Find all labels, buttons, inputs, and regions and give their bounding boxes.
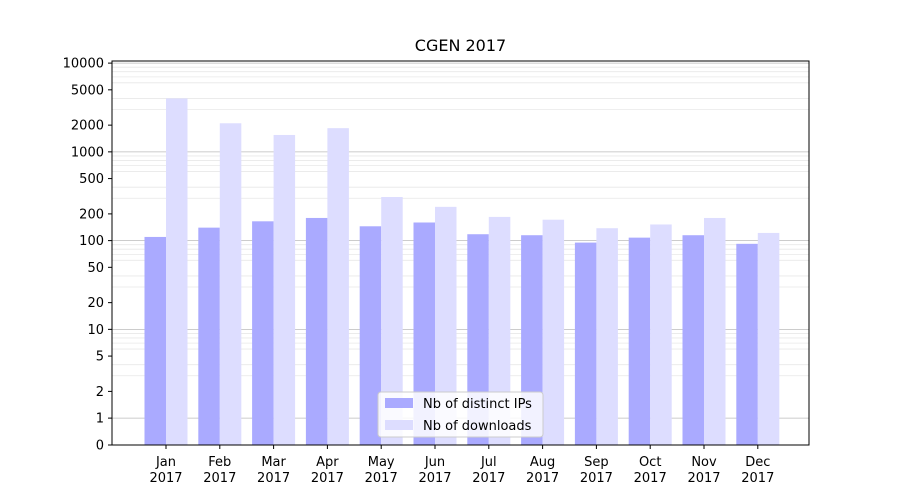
bar-distinct-ips: [413, 222, 435, 445]
y-tick-label: 1: [96, 412, 104, 427]
x-axis: Jan 2017 Feb 2017 Mar 2017 Apr 2017 May 2017 Jun 20…: [149, 445, 774, 486]
x-tick-label: Apr 2017: [311, 455, 344, 486]
y-tick-label: 2000: [71, 119, 104, 134]
x-tick-label: May 2017: [365, 455, 398, 486]
bar-distinct-ips: [628, 237, 651, 445]
legend-swatch-downloads: [385, 420, 413, 430]
y-tick-label: 1000: [71, 145, 104, 160]
x-tick-label: Jan 2017: [149, 455, 182, 486]
y-tick-label: 10: [87, 323, 104, 338]
bar-downloads: [219, 123, 242, 446]
legend-label-ips: Nb of distinct IPs: [423, 397, 532, 412]
x-tick-label: Oct 2017: [634, 455, 667, 486]
legend-label-downloads: Nb of downloads: [423, 419, 532, 434]
bar-distinct-ips: [574, 242, 597, 445]
bar-distinct-ips: [252, 221, 274, 445]
y-tick-label: 50: [87, 261, 104, 276]
x-tick-label: Aug 2017: [526, 455, 559, 486]
bar-downloads: [704, 217, 726, 445]
y-tick-label: 0: [96, 439, 104, 454]
bar-downloads: [542, 219, 565, 445]
y-tick-label: 200: [79, 207, 104, 222]
bar-downloads: [166, 98, 188, 445]
bar-distinct-ips: [682, 235, 704, 445]
bar-downloads: [757, 232, 780, 445]
y-tick-label: 10000: [63, 57, 104, 72]
y-tick-label: 500: [79, 172, 104, 187]
bar-downloads: [327, 128, 349, 445]
bar-distinct-ips: [736, 243, 758, 445]
x-tick-label: Feb 2017: [203, 455, 236, 486]
x-tick-label: Jul 2017: [472, 455, 505, 486]
bar-downloads: [273, 134, 296, 446]
bar-distinct-ips: [198, 227, 220, 445]
legend-box: [377, 391, 544, 438]
bar-distinct-ips: [144, 236, 166, 445]
bar-downloads: [596, 228, 618, 445]
y-tick-label: 2: [96, 385, 104, 400]
legend: Nb of distinct IPs Nb of downloads: [377, 391, 544, 438]
x-tick-label: Sep 2017: [580, 455, 613, 486]
bar-downloads: [381, 197, 403, 445]
x-tick-label: Jun 2017: [418, 455, 451, 486]
bar-downloads: [488, 216, 511, 445]
y-tick-label: 100: [79, 234, 104, 249]
bar-downloads: [650, 224, 672, 445]
bar-downloads: [435, 206, 457, 445]
y-tick-label: 5000: [71, 83, 104, 98]
chart-title: CGEN 2017: [415, 36, 506, 55]
bar-distinct-ips: [359, 226, 382, 445]
x-tick-label: Nov 2017: [687, 455, 720, 486]
y-tick-label: 20: [87, 296, 104, 311]
legend-swatch-ips: [385, 398, 413, 408]
y-tick-label: 5: [96, 350, 104, 365]
y-axis: 0 1 2 5 10 20 50 100 200 500 1000 2000 5000 10000: [63, 57, 112, 454]
plot-frame: [111, 60, 810, 446]
x-tick-label: Mar 2017: [257, 455, 290, 486]
x-tick-label: Dec 2017: [741, 455, 774, 486]
bar-distinct-ips: [305, 217, 328, 445]
